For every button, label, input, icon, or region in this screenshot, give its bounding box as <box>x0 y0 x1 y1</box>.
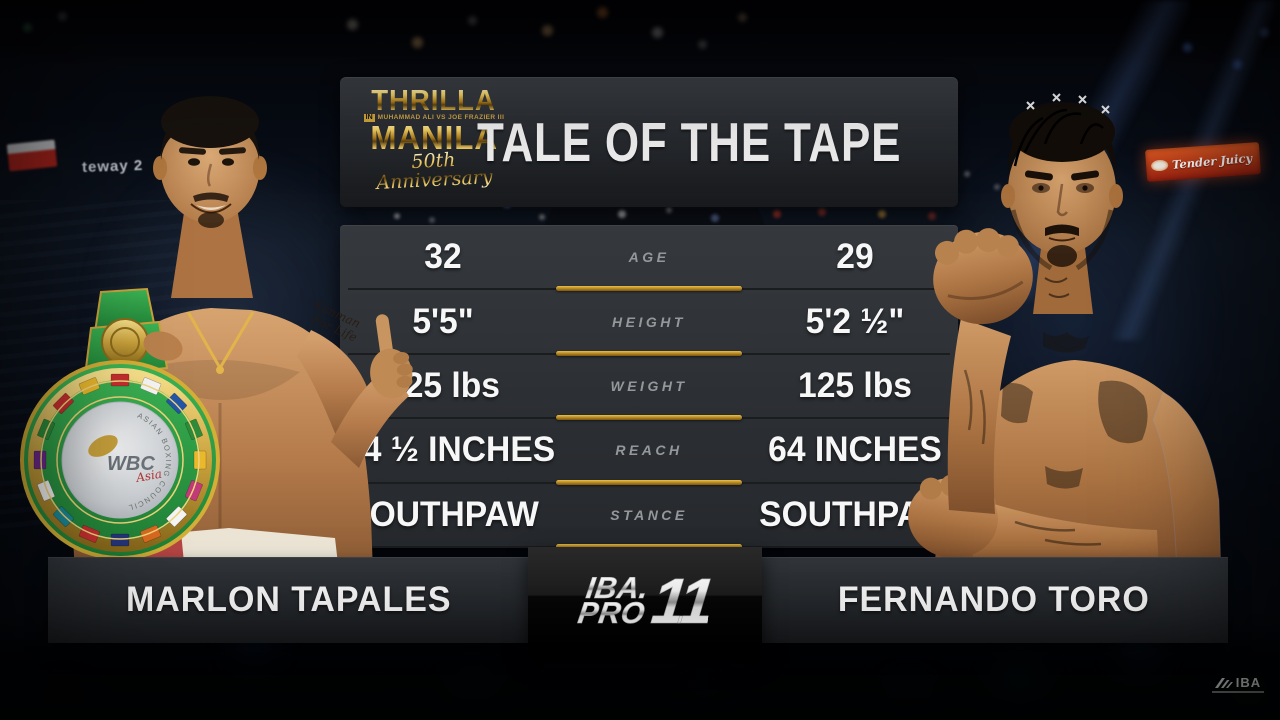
belt-eagle-emblem <box>88 435 118 457</box>
fighter-left-body: Sanman For Life <box>20 96 413 573</box>
table-row-weight: 125 lbs WEIGHT 125 lbs <box>340 354 958 421</box>
row-divider <box>348 350 950 356</box>
fighter-name-left: MARLON TAPALES <box>126 580 452 619</box>
row-label: AGE <box>628 249 670 266</box>
row-label: WEIGHT <box>610 378 688 395</box>
belt-org-text: WBC <box>107 453 155 475</box>
row-label: STANCE <box>610 506 688 523</box>
watermark-text: IBA <box>1235 675 1262 690</box>
belt-flag-ring <box>33 373 207 547</box>
right-value: 29 <box>836 237 874 277</box>
logo-in-label: IN <box>363 114 375 122</box>
table-row-height: 5'5" HEIGHT 5'2 ½" <box>340 289 958 356</box>
table-row-reach: 64 ½ INCHES REACH 64 INCHES <box>340 418 958 485</box>
left-value: 32 <box>424 237 462 277</box>
left-value: SOUTHPAW <box>347 494 539 534</box>
fighter-photo-right <box>908 93 1222 575</box>
iba-event-number: 11 <box>647 565 714 638</box>
table-row-stance: SOUTHPAW STANCE SOUTHPAW <box>340 483 958 550</box>
tale-of-tape-table: 32 AGE 29 5'5" HEIGHT 5'2 ½" 125 lbs WEI… <box>340 225 958 550</box>
wbc-belt: ASIAN BOXING COUNCIL WBC Asia <box>20 287 220 560</box>
thrilla-in-manila-logo: THRILLA IN MUHAMMAD ALI VS JOE FRAZIER I… <box>358 85 510 194</box>
gold-divider-bar <box>556 350 742 356</box>
row-divider <box>348 415 950 421</box>
gold-divider-bar <box>556 286 742 292</box>
logo-line-thrilla: THRILLA <box>371 85 497 117</box>
belt-region-text: Asia <box>134 467 163 485</box>
tale-of-tape-header-panel: THRILLA IN MUHAMMAD ALI VS JOE FRAZIER I… <box>340 77 958 207</box>
iba-pro-wordmark: IBA. PRO <box>575 572 651 631</box>
right-value: 5'2 ½" <box>805 301 905 341</box>
fighter-name-right: FERNANDO TORO <box>838 580 1150 619</box>
hand-on-belt <box>143 331 183 361</box>
right-value: 125 lbs <box>798 366 912 406</box>
watermark-underline <box>1212 691 1264 693</box>
iba-pro-logo-box: IBA. PRO 11 <box>528 547 762 655</box>
hair-tie-marks <box>1026 93 1110 114</box>
chest-tattoos <box>1001 332 1148 489</box>
left-value: 64 ½ INCHES <box>344 430 556 470</box>
table-row-age: 32 AGE 29 <box>340 225 958 292</box>
crowd-glow-lights <box>0 0 8 8</box>
pointing-hand <box>370 314 413 399</box>
gold-divider-bar <box>556 479 742 485</box>
row-divider <box>348 286 950 292</box>
jumbotron-strip <box>0 0 1280 66</box>
iba-wing-icon <box>1214 678 1233 688</box>
logo-ali-frazier-text: MUHAMMAD ALI VS JOE FRAZIER III <box>377 113 505 121</box>
row-divider <box>348 479 950 485</box>
header-title-wrap: TALE OF THE TAPE <box>460 77 918 207</box>
page-title: TALE OF THE TAPE <box>476 111 902 173</box>
right-fist <box>933 228 1033 325</box>
left-value: 5'5" <box>412 301 474 341</box>
logo-line-manila: MANILA <box>370 119 498 156</box>
gold-divider-bar <box>556 415 742 421</box>
fighter-right-body <box>908 93 1222 575</box>
neck-tattoo <box>1044 277 1070 298</box>
right-value: 64 INCHES <box>768 430 942 470</box>
nameplate-right: FERNANDO TORO <box>760 557 1228 643</box>
gold-divider-bar <box>556 544 742 550</box>
pro-text: PRO <box>575 597 648 631</box>
row-label: REACH <box>615 442 683 459</box>
iba-watermark: IBA <box>1212 676 1264 693</box>
braided-hair <box>1007 93 1117 174</box>
row-label: HEIGHT <box>612 313 686 330</box>
nameplate-left: MARLON TAPALES <box>48 557 530 643</box>
logo-subline: IN MUHAMMAD ALI VS JOE FRAZIER III <box>358 114 510 122</box>
fighter-photo-left: Sanman For Life <box>20 96 413 573</box>
